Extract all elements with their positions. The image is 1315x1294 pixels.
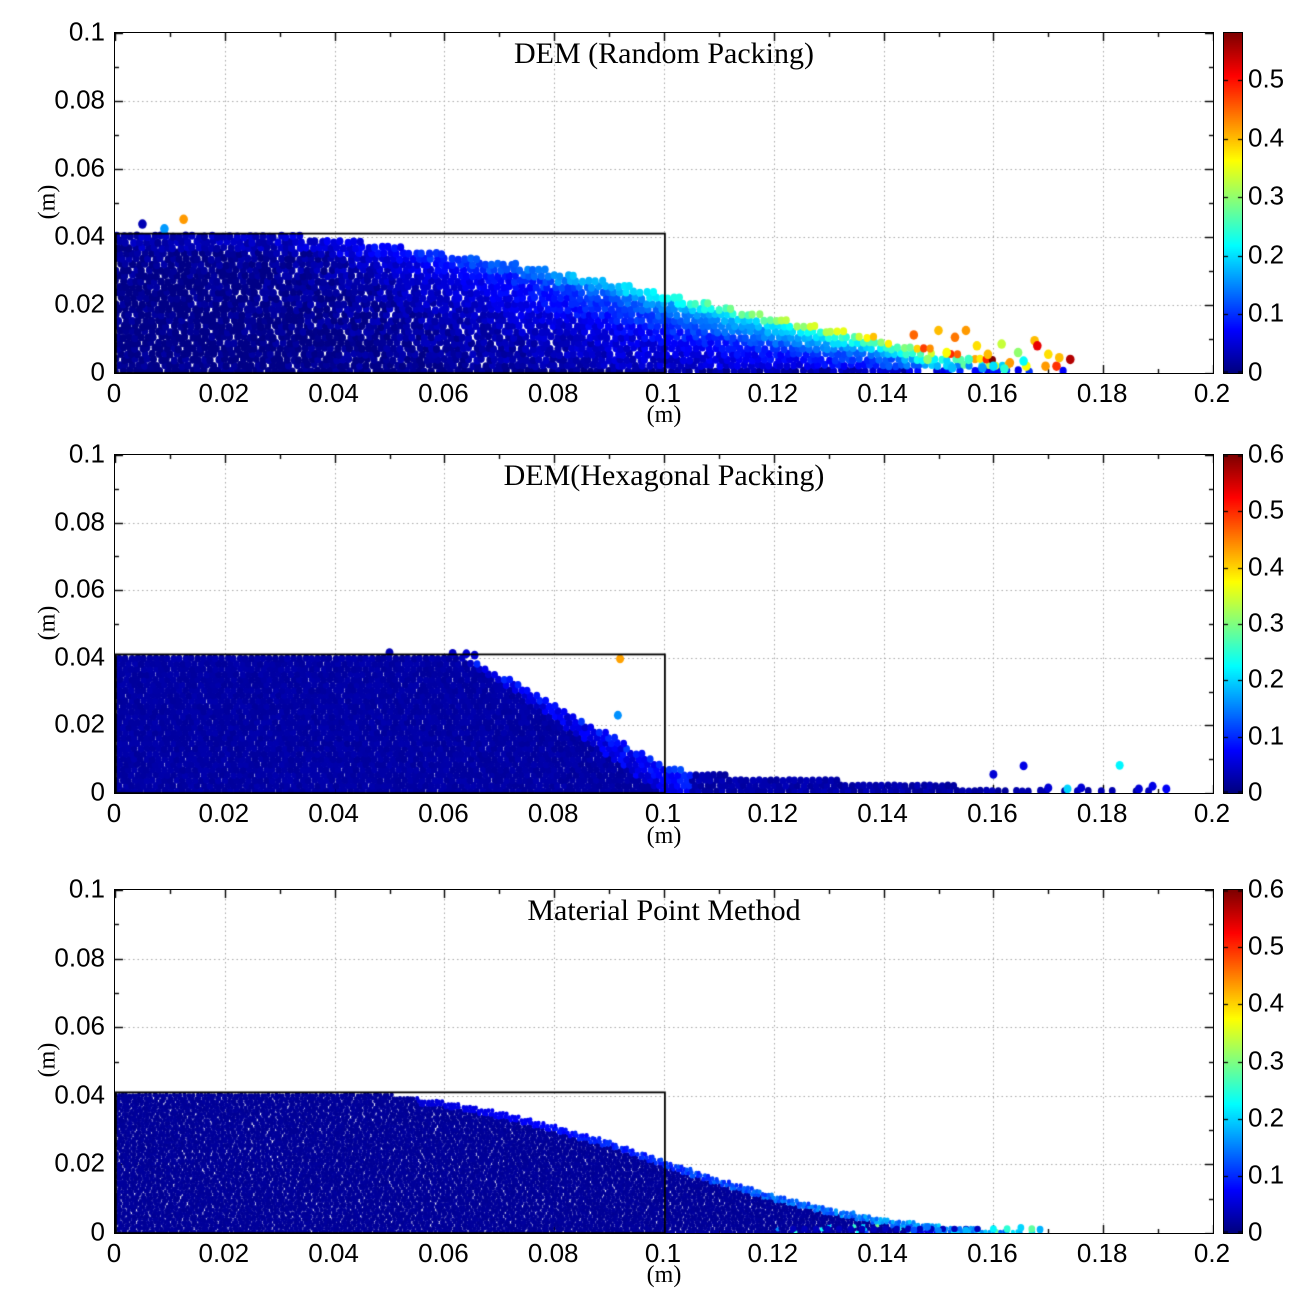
x-tick-label: 0.06 — [418, 378, 469, 408]
x-tick-label: 0.04 — [308, 1238, 359, 1268]
y-tick-label: 0.08 — [54, 942, 105, 973]
colorbar-gradient-dem-hexagonal — [1224, 455, 1242, 793]
y-axis-label-mpm: (m) — [34, 1042, 61, 1078]
x-tick-label: 0.1 — [644, 798, 682, 828]
colorbar-tick-label: 0.1 — [1248, 720, 1285, 751]
colorbar-tick-label: 0.6 — [1248, 438, 1285, 469]
colorbar-tick-label: 0.5 — [1248, 63, 1285, 94]
y-tick-label: 0.08 — [54, 506, 105, 537]
colorbar-tick-label: 0.3 — [1248, 1045, 1285, 1075]
colorbar-tick-label: 0.1 — [1248, 1159, 1285, 1190]
x-axis-label-dem-hexagonal: (m) — [646, 823, 682, 849]
y-tick-label: 0.06 — [54, 1010, 105, 1041]
y-axis-label-dem-hexagonal: (m) — [34, 605, 61, 641]
colorbar-gradient-dem-random — [1224, 33, 1242, 373]
y-tick-label: 0.02 — [54, 288, 105, 319]
x-tick-label: 0.12 — [747, 378, 799, 408]
y-tick-label: 0.08 — [54, 84, 105, 115]
x-tick-label: 0.12 — [747, 1238, 799, 1268]
y-tick-label: 0.04 — [54, 1079, 105, 1110]
colorbar-tick-label: 0 — [1248, 776, 1263, 807]
plot-title-dem-hexagonal: DEM(Hexagonal Packing) — [503, 459, 825, 492]
x-tick-label: 0.04 — [308, 798, 359, 828]
x-tick-label: 0.2 — [1193, 1238, 1231, 1268]
x-tick-label: 0.18 — [1076, 1238, 1128, 1268]
x-tick-label: 0.14 — [857, 378, 908, 408]
x-tick-label: 0.14 — [857, 798, 908, 828]
y-tick-label: 0.06 — [54, 152, 105, 183]
y-tick-label: 0.1 — [68, 438, 105, 469]
particles-canvas-dem-random — [115, 33, 1213, 373]
colorbar-tick-label: 0 — [1248, 1216, 1263, 1247]
x-tick-label: 0.02 — [198, 798, 250, 828]
x-tick-label: 0.1 — [644, 378, 682, 408]
colorbar-tick-label: 0.4 — [1248, 122, 1285, 153]
colorbar-tick-label: 0.5 — [1248, 494, 1285, 525]
x-tick-label: 0.16 — [967, 798, 1018, 828]
colorbar-dem-hexagonal — [1223, 454, 1243, 794]
x-tick-label: 0.08 — [527, 1238, 579, 1268]
x-tick-label: 0.2 — [1193, 378, 1231, 408]
y-tick-label: 0.1 — [68, 873, 105, 904]
colorbar-tick-label: 0.2 — [1248, 1102, 1285, 1133]
x-tick-label: 0.18 — [1076, 378, 1128, 408]
x-tick-label: 0.12 — [747, 798, 799, 828]
plot-area-dem-random: DEM (Random Packing) — [114, 32, 1214, 374]
x-axis-label-mpm: (m) — [646, 1262, 682, 1288]
y-tick-label: 0 — [90, 356, 105, 387]
colorbar-tick-label: 0 — [1248, 356, 1263, 387]
x-tick-label: 0.18 — [1076, 798, 1128, 828]
plot-area-dem-hexagonal: DEM(Hexagonal Packing) — [114, 454, 1214, 794]
y-axis-label-dem-random: (m) — [34, 184, 61, 220]
colorbar-tick-label: 0.3 — [1248, 180, 1285, 211]
colorbar-tick-label: 0.3 — [1248, 607, 1285, 638]
x-tick-label: 0.1 — [644, 1238, 682, 1268]
plot-area-mpm: Material Point Method — [114, 889, 1214, 1234]
colorbar-tick-label: 0.1 — [1248, 297, 1285, 328]
colorbar-tick-label: 0.5 — [1248, 930, 1285, 961]
y-tick-label: 0 — [90, 1216, 105, 1247]
y-tick-label: 0.02 — [54, 708, 105, 739]
x-tick-label: 0 — [106, 798, 122, 828]
y-tick-label: 0.1 — [68, 16, 105, 47]
x-tick-label: 0.16 — [967, 1238, 1018, 1268]
y-tick-label: 0.04 — [54, 641, 105, 672]
colorbar-dem-random — [1223, 32, 1243, 374]
colorbar-tick-label: 0.4 — [1248, 551, 1285, 582]
x-tick-label: 0.04 — [308, 378, 359, 408]
x-axis-label-dem-random: (m) — [646, 402, 682, 428]
y-tick-label: 0 — [90, 776, 105, 807]
x-tick-label: 0.08 — [527, 798, 579, 828]
plot-title-mpm: Material Point Method — [527, 894, 801, 927]
y-tick-label: 0.06 — [54, 573, 105, 604]
x-tick-label: 0 — [106, 1238, 122, 1268]
colorbar-tick-label: 0.6 — [1248, 873, 1285, 904]
x-tick-label: 0.16 — [967, 378, 1018, 408]
y-tick-label: 0.04 — [54, 220, 105, 251]
y-tick-label: 0.02 — [54, 1147, 105, 1178]
colorbar-mpm — [1223, 889, 1243, 1234]
x-tick-label: 0 — [106, 378, 122, 408]
plot-title-dem-random: DEM (Random Packing) — [514, 37, 814, 70]
x-tick-label: 0.2 — [1193, 798, 1231, 828]
colorbar-gradient-mpm — [1224, 890, 1242, 1233]
x-tick-label: 0.02 — [198, 378, 250, 408]
x-tick-label: 0.06 — [418, 1238, 469, 1268]
particles-canvas-dem-hexagonal — [115, 455, 1213, 793]
colorbar-tick-label: 0.4 — [1248, 987, 1285, 1018]
x-tick-label: 0.06 — [418, 798, 469, 828]
colorbar-tick-label: 0.2 — [1248, 239, 1285, 270]
x-tick-label: 0.08 — [527, 378, 579, 408]
x-tick-label: 0.02 — [198, 1238, 250, 1268]
particles-canvas-mpm — [115, 890, 1213, 1233]
colorbar-tick-label: 0.2 — [1248, 663, 1285, 694]
x-tick-label: 0.14 — [857, 1238, 908, 1268]
